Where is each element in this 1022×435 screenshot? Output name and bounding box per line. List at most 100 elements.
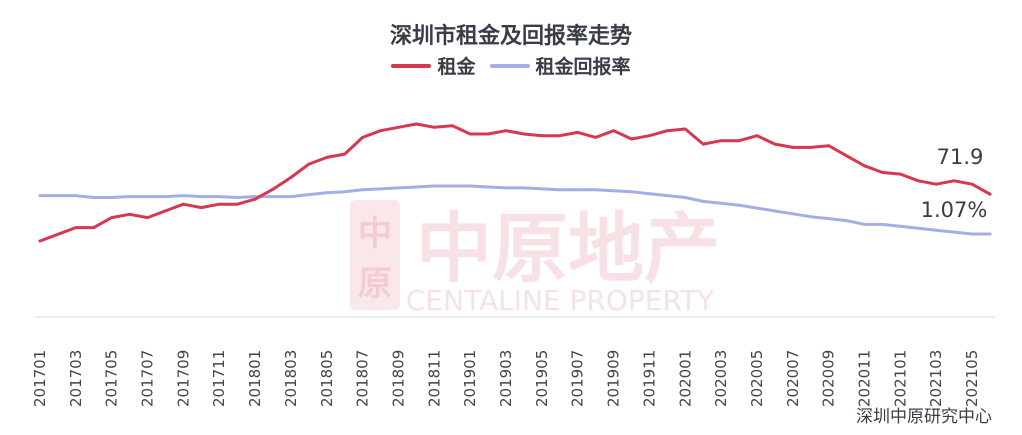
x-tick-label: 201707 [139, 350, 157, 407]
watermark-logo-char-1: 中 [358, 214, 392, 254]
data-point-rent [56, 232, 60, 236]
data-point-rent [307, 162, 311, 166]
data-point-yield [110, 196, 114, 199]
data-point-rent [361, 136, 364, 139]
data-point-yield [683, 196, 687, 199]
x-tick-label: 201803 [282, 350, 300, 407]
data-point-yield [952, 230, 956, 234]
data-point-yield [988, 232, 992, 236]
data-point-yield [379, 187, 382, 191]
data-point-yield [863, 223, 866, 226]
data-point-rent [558, 134, 562, 138]
data-point-rent [217, 202, 221, 206]
data-point-rent [379, 129, 382, 133]
x-tick-label: 202005 [748, 350, 766, 407]
data-point-rent [540, 134, 544, 138]
x-tick-label: 201705 [103, 350, 121, 407]
data-point-rent [916, 179, 920, 183]
data-point-rent [952, 179, 956, 183]
x-tick-label: 202001 [676, 350, 694, 407]
legend-swatch-yield [489, 63, 530, 68]
x-axis-ticks: 201701 201703 201705 201707 201709 201711 2018… [31, 350, 981, 407]
data-point-yield [719, 201, 723, 205]
data-point-yield [594, 188, 598, 192]
legend-swatch-rent [391, 63, 432, 68]
data-point-rent [164, 209, 167, 213]
data-point-rent [110, 216, 114, 220]
data-point-rent [755, 134, 759, 138]
watermark: 中 原 中原地产 CENTALINE PROPERTY [350, 200, 720, 317]
data-point-rent [719, 139, 723, 143]
data-point-rent [486, 132, 490, 136]
data-point-rent [325, 156, 329, 159]
data-point-rent [630, 137, 633, 141]
data-point-rent [128, 212, 132, 216]
x-tick-label: 202009 [820, 350, 838, 407]
end-label-rent: 71.9 [937, 145, 984, 169]
data-point-rent [666, 129, 669, 133]
data-point-rent [683, 127, 687, 131]
data-point-rent [594, 136, 598, 139]
data-point-yield [612, 189, 615, 193]
data-point-yield [845, 219, 848, 223]
data-point-rent [988, 192, 992, 196]
data-point-rent [701, 142, 705, 146]
data-point-rent [827, 144, 831, 148]
data-point-rent [612, 129, 615, 133]
x-tick-label: 202007 [784, 350, 802, 407]
data-point-rent [845, 154, 848, 158]
x-tick-label: 201709 [174, 350, 192, 407]
data-point-yield [38, 194, 42, 198]
data-point-yield [504, 186, 508, 190]
data-point-yield [916, 226, 920, 230]
x-tick-label: 201711 [210, 350, 228, 407]
data-point-yield [182, 194, 185, 198]
data-point-rent [235, 202, 239, 206]
data-point-yield [827, 217, 831, 221]
data-point-yield [397, 186, 400, 190]
legend-item-rent: 租金 [391, 52, 476, 79]
data-point-rent [38, 239, 42, 243]
data-point-yield [271, 195, 275, 199]
x-tick-label: 201903 [497, 350, 515, 407]
data-point-rent [899, 172, 902, 176]
x-tick-label: 201905 [533, 350, 551, 407]
data-point-rent [450, 124, 454, 128]
data-point-rent [415, 122, 418, 126]
series-line-rent [38, 122, 992, 243]
watermark-logo-box [350, 200, 400, 310]
chart-legend: 租金 租金回报率 [0, 52, 1022, 79]
data-point-yield [199, 195, 203, 199]
data-point-yield [576, 188, 580, 192]
data-point-yield [128, 195, 132, 199]
series-line-yield [38, 184, 992, 236]
data-point-rent [289, 176, 293, 179]
data-point-rent [773, 142, 777, 146]
data-point-yield [361, 188, 364, 192]
x-tick-label: 201907 [569, 350, 587, 407]
data-point-rent [576, 131, 580, 134]
data-point-rent [881, 171, 884, 174]
x-tick-label: 201801 [246, 350, 264, 407]
data-point-yield [217, 195, 221, 199]
data-point-yield [755, 206, 759, 210]
x-tick-label: 201909 [605, 350, 623, 407]
data-point-yield [934, 228, 938, 232]
data-point-yield [307, 193, 311, 197]
data-point-yield [432, 184, 436, 188]
data-point-yield [881, 223, 884, 226]
data-point-yield [450, 184, 454, 188]
data-point-yield [648, 192, 651, 196]
data-point-rent [343, 152, 347, 156]
x-tick-label: 202103 [927, 350, 945, 407]
data-point-yield [791, 212, 795, 216]
legend-label-rent: 租金 [437, 56, 476, 78]
end-label-yield: 1.07% [921, 198, 988, 222]
chart-title: 深圳市租金及回报率走势 [389, 24, 632, 49]
data-point-yield [701, 200, 705, 203]
data-point-rent [809, 146, 813, 149]
x-tick-label: 201807 [354, 350, 372, 407]
data-point-rent [522, 132, 526, 136]
data-point-yield [899, 224, 902, 228]
